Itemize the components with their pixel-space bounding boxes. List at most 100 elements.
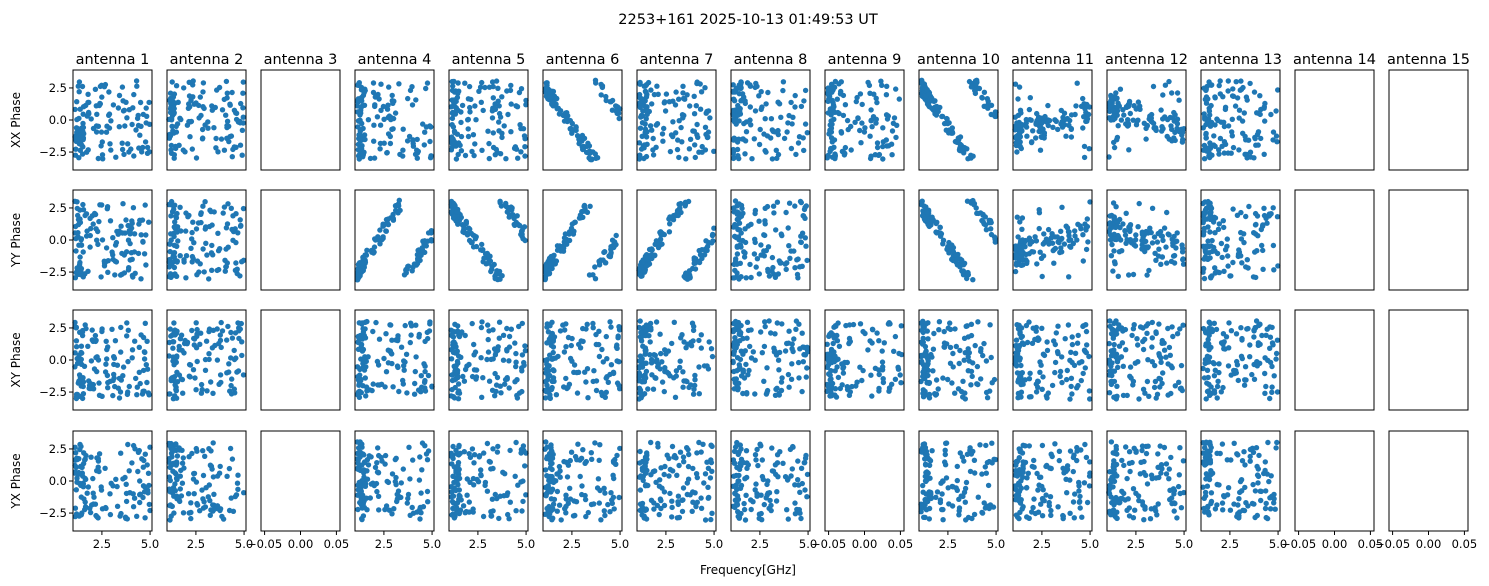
data-point — [1226, 320, 1232, 326]
data-point — [496, 110, 503, 117]
data-point — [88, 116, 94, 122]
data-point — [104, 206, 111, 212]
data-point — [1176, 97, 1182, 103]
data-point — [229, 335, 236, 341]
data-point — [202, 356, 209, 363]
data-point — [1217, 91, 1224, 97]
data-point — [1201, 211, 1207, 218]
data-point — [178, 376, 184, 382]
data-point — [92, 86, 99, 93]
data-point — [771, 349, 778, 355]
data-point — [390, 215, 396, 222]
data-point — [1107, 213, 1113, 219]
data-point — [1241, 231, 1247, 237]
data-point — [1229, 133, 1236, 139]
data-point — [979, 95, 985, 101]
subplot-2-13 — [1200, 189, 1281, 291]
data-point — [138, 232, 144, 238]
data-point — [391, 98, 397, 104]
data-point — [661, 125, 667, 132]
data-point — [922, 351, 928, 357]
data-point — [485, 336, 491, 343]
data-point — [1126, 224, 1132, 230]
data-point — [133, 375, 139, 382]
data-point — [1111, 341, 1117, 348]
data-point — [201, 499, 207, 505]
data-point — [194, 448, 200, 454]
data-point — [548, 386, 555, 393]
data-point — [1209, 82, 1215, 88]
data-point — [1242, 364, 1249, 370]
data-point — [763, 101, 769, 107]
data-point — [611, 243, 618, 249]
subplot-2-4 — [354, 189, 435, 291]
data-point — [1219, 143, 1225, 149]
data-point — [868, 153, 874, 159]
data-point — [120, 108, 127, 114]
data-point — [1149, 240, 1156, 246]
data-point — [1114, 383, 1120, 389]
data-point — [146, 149, 152, 155]
subplot-3-8 — [730, 309, 811, 411]
data-point — [217, 372, 224, 378]
data-point — [189, 229, 195, 236]
data-point — [1030, 128, 1036, 134]
data-point — [469, 148, 475, 155]
data-point — [1038, 255, 1045, 261]
data-point — [614, 380, 621, 386]
y-tick-label: 0.0 — [49, 233, 67, 247]
data-point — [839, 361, 845, 367]
data-point — [172, 271, 178, 277]
data-point — [647, 339, 653, 345]
data-point — [465, 117, 471, 123]
data-point — [141, 489, 148, 495]
data-point — [1218, 240, 1225, 247]
data-point — [1159, 124, 1165, 130]
data-point — [685, 198, 692, 205]
data-point — [1200, 125, 1207, 131]
data-point — [692, 154, 698, 161]
data-point — [1171, 233, 1177, 240]
data-point — [879, 359, 886, 365]
data-point — [936, 319, 943, 325]
data-point — [479, 319, 485, 325]
data-point — [95, 241, 101, 248]
data-point — [374, 488, 380, 495]
data-point — [1163, 244, 1169, 250]
data-point — [146, 99, 152, 106]
data-point — [168, 147, 174, 153]
data-point — [79, 151, 86, 157]
data-point — [683, 378, 689, 384]
x-axis-label: Frequency[GHz] — [700, 563, 796, 577]
data-point — [643, 89, 649, 96]
data-point — [920, 387, 926, 393]
data-point — [80, 120, 86, 127]
data-point — [449, 386, 455, 393]
data-point — [478, 324, 485, 331]
data-point — [1207, 123, 1214, 129]
data-point — [389, 92, 395, 99]
data-point — [1066, 237, 1072, 243]
data-point — [495, 85, 501, 92]
data-point — [457, 142, 463, 148]
data-point — [1209, 237, 1215, 244]
data-point — [641, 379, 648, 385]
data-point — [593, 80, 599, 86]
data-point — [1064, 367, 1071, 374]
data-point — [202, 226, 208, 232]
data-point — [658, 350, 664, 357]
data-point — [840, 112, 847, 119]
data-point — [868, 372, 874, 378]
data-point — [730, 155, 737, 162]
data-point — [87, 505, 93, 511]
data-point — [1135, 224, 1141, 230]
data-point — [134, 513, 140, 519]
subplot-frame — [260, 69, 341, 171]
data-point — [204, 252, 210, 258]
data-point — [667, 221, 673, 227]
data-point — [205, 125, 211, 131]
data-point — [930, 346, 937, 352]
data-point — [359, 143, 365, 149]
data-point — [793, 151, 799, 158]
data-point — [782, 348, 789, 354]
